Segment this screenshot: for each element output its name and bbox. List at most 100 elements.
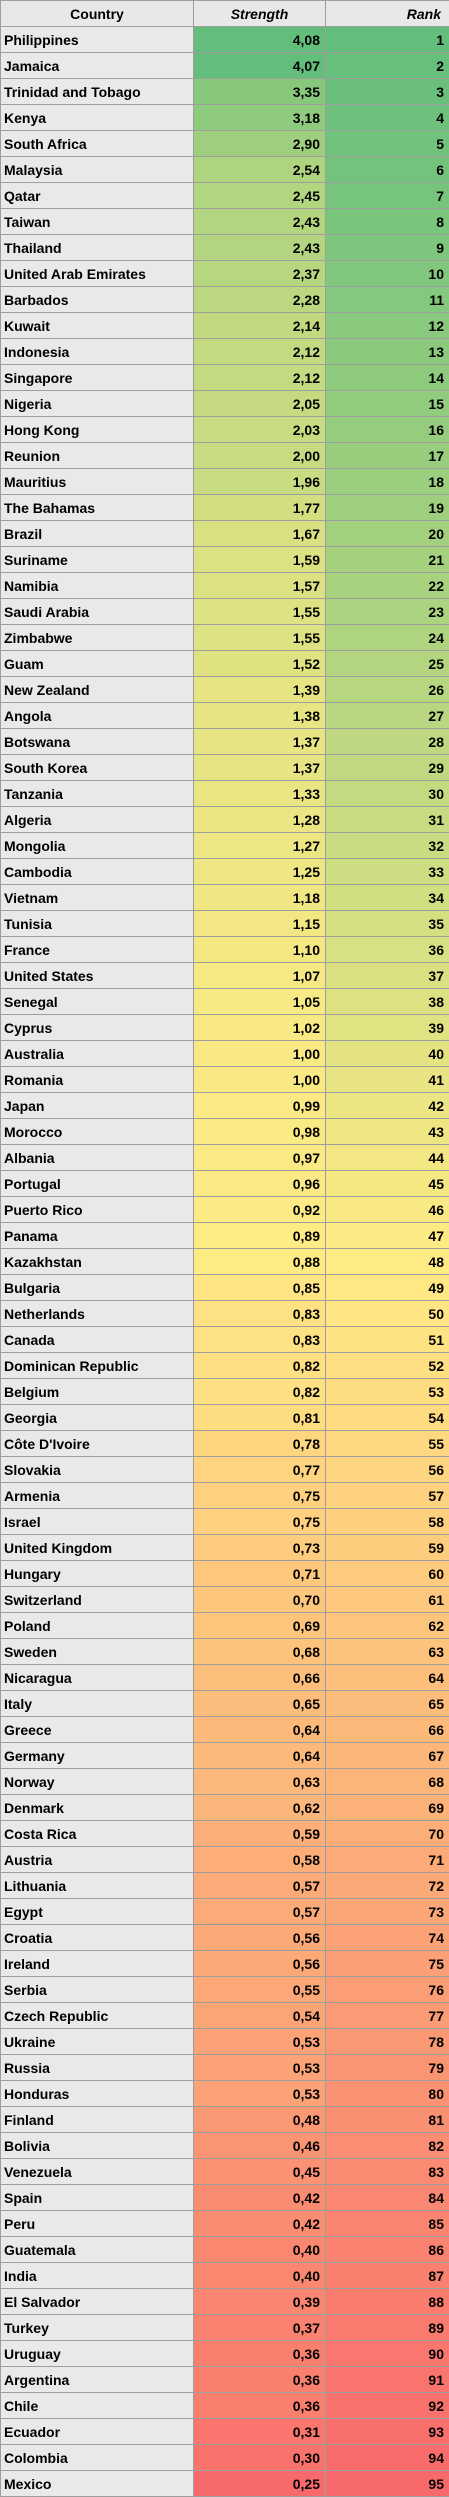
rank-cell[interactable]: 81	[326, 2107, 449, 2133]
strength-cell[interactable]: 1,37	[194, 755, 326, 781]
strength-cell[interactable]: 1,10	[194, 937, 326, 963]
strength-cell[interactable]: 0,31	[194, 2419, 326, 2445]
strength-cell[interactable]: 1,55	[194, 625, 326, 651]
country-cell[interactable]: Honduras	[1, 2081, 194, 2107]
strength-cell[interactable]: 4,08	[194, 27, 326, 53]
rank-cell[interactable]: 47	[326, 1223, 449, 1249]
strength-cell[interactable]: 2,12	[194, 365, 326, 391]
strength-cell[interactable]: 0,89	[194, 1223, 326, 1249]
rank-cell[interactable]: 22	[326, 573, 449, 599]
rank-cell[interactable]: 60	[326, 1561, 449, 1587]
rank-cell[interactable]: 41	[326, 1067, 449, 1093]
rank-cell[interactable]: 6	[326, 157, 449, 183]
country-cell[interactable]: France	[1, 937, 194, 963]
strength-cell[interactable]: 0,63	[194, 1769, 326, 1795]
strength-cell[interactable]: 0,81	[194, 1405, 326, 1431]
strength-cell[interactable]: 2,43	[194, 209, 326, 235]
strength-cell[interactable]: 0,37	[194, 2315, 326, 2341]
strength-cell[interactable]: 0,73	[194, 1535, 326, 1561]
rank-cell[interactable]: 92	[326, 2393, 449, 2419]
country-cell[interactable]: Dominican Republic	[1, 1353, 194, 1379]
country-cell[interactable]: El Salvador	[1, 2289, 194, 2315]
strength-cell[interactable]: 2,28	[194, 287, 326, 313]
strength-cell[interactable]: 0,85	[194, 1275, 326, 1301]
country-cell[interactable]: Hong Kong	[1, 417, 194, 443]
country-cell[interactable]: Israel	[1, 1509, 194, 1535]
rank-cell[interactable]: 16	[326, 417, 449, 443]
rank-cell[interactable]: 63	[326, 1639, 449, 1665]
rank-cell[interactable]: 77	[326, 2003, 449, 2029]
rank-cell[interactable]: 71	[326, 1847, 449, 1873]
rank-cell[interactable]: 54	[326, 1405, 449, 1431]
rank-cell[interactable]: 8	[326, 209, 449, 235]
strength-cell[interactable]: 2,43	[194, 235, 326, 261]
country-cell[interactable]: Serbia	[1, 1977, 194, 2003]
strength-cell[interactable]: 0,57	[194, 1899, 326, 1925]
strength-cell[interactable]: 0,45	[194, 2159, 326, 2185]
country-cell[interactable]: Costa Rica	[1, 1821, 194, 1847]
strength-cell[interactable]: 0,75	[194, 1509, 326, 1535]
rank-cell[interactable]: 7	[326, 183, 449, 209]
rank-cell[interactable]: 11	[326, 287, 449, 313]
strength-cell[interactable]: 2,37	[194, 261, 326, 287]
country-cell[interactable]: Mongolia	[1, 833, 194, 859]
strength-cell[interactable]: 0,42	[194, 2185, 326, 2211]
rank-cell[interactable]: 95	[326, 2471, 449, 2497]
country-cell[interactable]: Malaysia	[1, 157, 194, 183]
country-cell[interactable]: Slovakia	[1, 1457, 194, 1483]
country-cell[interactable]: Tanzania	[1, 781, 194, 807]
rank-cell[interactable]: 86	[326, 2237, 449, 2263]
rank-cell[interactable]: 68	[326, 1769, 449, 1795]
rank-cell[interactable]: 91	[326, 2367, 449, 2393]
country-cell[interactable]: Peru	[1, 2211, 194, 2237]
country-cell[interactable]: Italy	[1, 1691, 194, 1717]
strength-cell[interactable]: 2,90	[194, 131, 326, 157]
country-cell[interactable]: Mexico	[1, 2471, 194, 2497]
strength-cell[interactable]: 0,96	[194, 1171, 326, 1197]
country-cell[interactable]: Poland	[1, 1613, 194, 1639]
strength-cell[interactable]: 1,00	[194, 1067, 326, 1093]
strength-cell[interactable]: 0,99	[194, 1093, 326, 1119]
country-cell[interactable]: Tunisia	[1, 911, 194, 937]
country-cell[interactable]: Switzerland	[1, 1587, 194, 1613]
country-cell[interactable]: Kuwait	[1, 313, 194, 339]
country-cell[interactable]: Barbados	[1, 287, 194, 313]
strength-cell[interactable]: 0,70	[194, 1587, 326, 1613]
strength-cell[interactable]: 0,36	[194, 2367, 326, 2393]
rank-cell[interactable]: 65	[326, 1691, 449, 1717]
rank-cell[interactable]: 57	[326, 1483, 449, 1509]
rank-cell[interactable]: 3	[326, 79, 449, 105]
rank-cell[interactable]: 72	[326, 1873, 449, 1899]
strength-cell[interactable]: 1,37	[194, 729, 326, 755]
strength-cell[interactable]: 1,15	[194, 911, 326, 937]
country-cell[interactable]: United States	[1, 963, 194, 989]
country-cell[interactable]: Angola	[1, 703, 194, 729]
rank-cell[interactable]: 44	[326, 1145, 449, 1171]
strength-cell[interactable]: 0,39	[194, 2289, 326, 2315]
country-cell[interactable]: Qatar	[1, 183, 194, 209]
strength-cell[interactable]: 0,48	[194, 2107, 326, 2133]
country-cell[interactable]: United Arab Emirates	[1, 261, 194, 287]
rank-cell[interactable]: 18	[326, 469, 449, 495]
country-cell[interactable]: India	[1, 2263, 194, 2289]
rank-column-header[interactable]: Rank	[326, 1, 449, 27]
rank-cell[interactable]: 87	[326, 2263, 449, 2289]
strength-cell[interactable]: 0,62	[194, 1795, 326, 1821]
country-cell[interactable]: Ireland	[1, 1951, 194, 1977]
strength-cell[interactable]: 0,58	[194, 1847, 326, 1873]
country-cell[interactable]: Guam	[1, 651, 194, 677]
strength-cell[interactable]: 2,54	[194, 157, 326, 183]
strength-cell[interactable]: 0,83	[194, 1327, 326, 1353]
strength-cell[interactable]: 0,53	[194, 2081, 326, 2107]
strength-cell[interactable]: 0,56	[194, 1925, 326, 1951]
rank-cell[interactable]: 37	[326, 963, 449, 989]
strength-cell[interactable]: 0,75	[194, 1483, 326, 1509]
strength-cell[interactable]: 0,40	[194, 2237, 326, 2263]
country-column-header[interactable]: Country	[1, 1, 194, 27]
rank-cell[interactable]: 64	[326, 1665, 449, 1691]
strength-cell[interactable]: 0,82	[194, 1353, 326, 1379]
strength-cell[interactable]: 1,33	[194, 781, 326, 807]
strength-cell[interactable]: 0,82	[194, 1379, 326, 1405]
rank-cell[interactable]: 80	[326, 2081, 449, 2107]
country-cell[interactable]: Trinidad and Tobago	[1, 79, 194, 105]
